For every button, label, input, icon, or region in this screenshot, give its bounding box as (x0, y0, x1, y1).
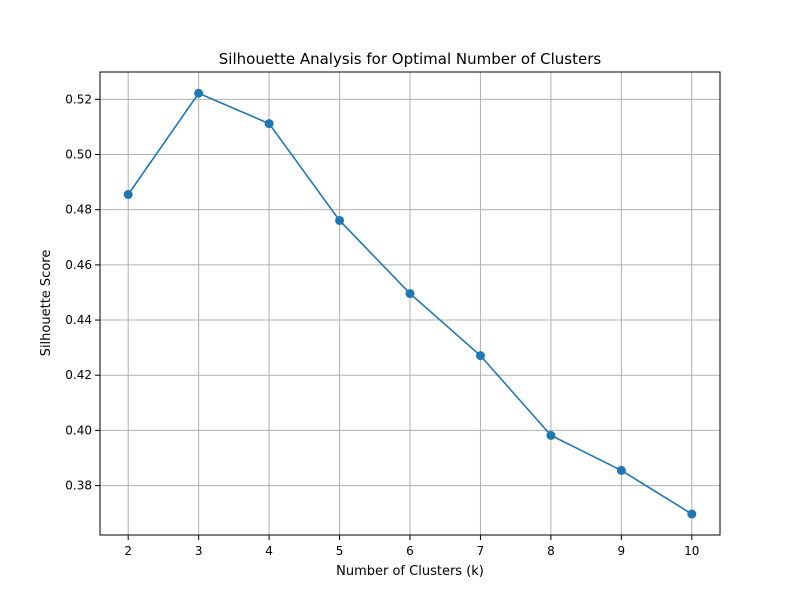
data-point-marker (335, 215, 345, 225)
y-tick-label: 0.42 (65, 368, 92, 382)
data-point-marker (687, 509, 697, 519)
x-tick-label: 10 (684, 544, 699, 558)
x-tick-label: 3 (195, 544, 203, 558)
x-tick-label: 4 (265, 544, 273, 558)
chart-title: Silhouette Analysis for Optimal Number o… (219, 50, 602, 68)
data-point-marker (194, 88, 204, 98)
data-point-marker (475, 351, 485, 361)
data-point-marker (616, 465, 626, 475)
x-tick-label: 6 (406, 544, 414, 558)
y-tick-label: 0.44 (65, 313, 92, 327)
y-tick-label: 0.52 (65, 92, 92, 106)
data-point-marker (264, 119, 274, 129)
x-tick-label: 8 (547, 544, 555, 558)
tick-layer: 2 3 4 5 6 7 8 9 10 0.38 0.40 0.42 0.44 0.46 0.48 0.50 0.… (65, 92, 699, 558)
y-tick-label: 0.46 (65, 258, 92, 272)
data-point-marker (123, 190, 133, 200)
x-tick-label: 5 (336, 544, 344, 558)
x-tick-label: 7 (477, 544, 485, 558)
grid-layer (100, 72, 720, 535)
y-axis-label: Silhouette Score (39, 250, 54, 357)
y-tick-label: 0.50 (65, 148, 92, 162)
y-tick-label: 0.48 (65, 203, 92, 217)
data-point-marker (546, 430, 556, 440)
data-point-marker (405, 289, 415, 299)
x-tick-label: 2 (124, 544, 132, 558)
y-tick-label: 0.38 (65, 479, 92, 493)
series-layer (123, 88, 697, 519)
x-tick-label: 9 (618, 544, 626, 558)
y-tick-label: 0.40 (65, 423, 92, 437)
x-axis-label: Number of Clusters (k) (336, 564, 484, 579)
